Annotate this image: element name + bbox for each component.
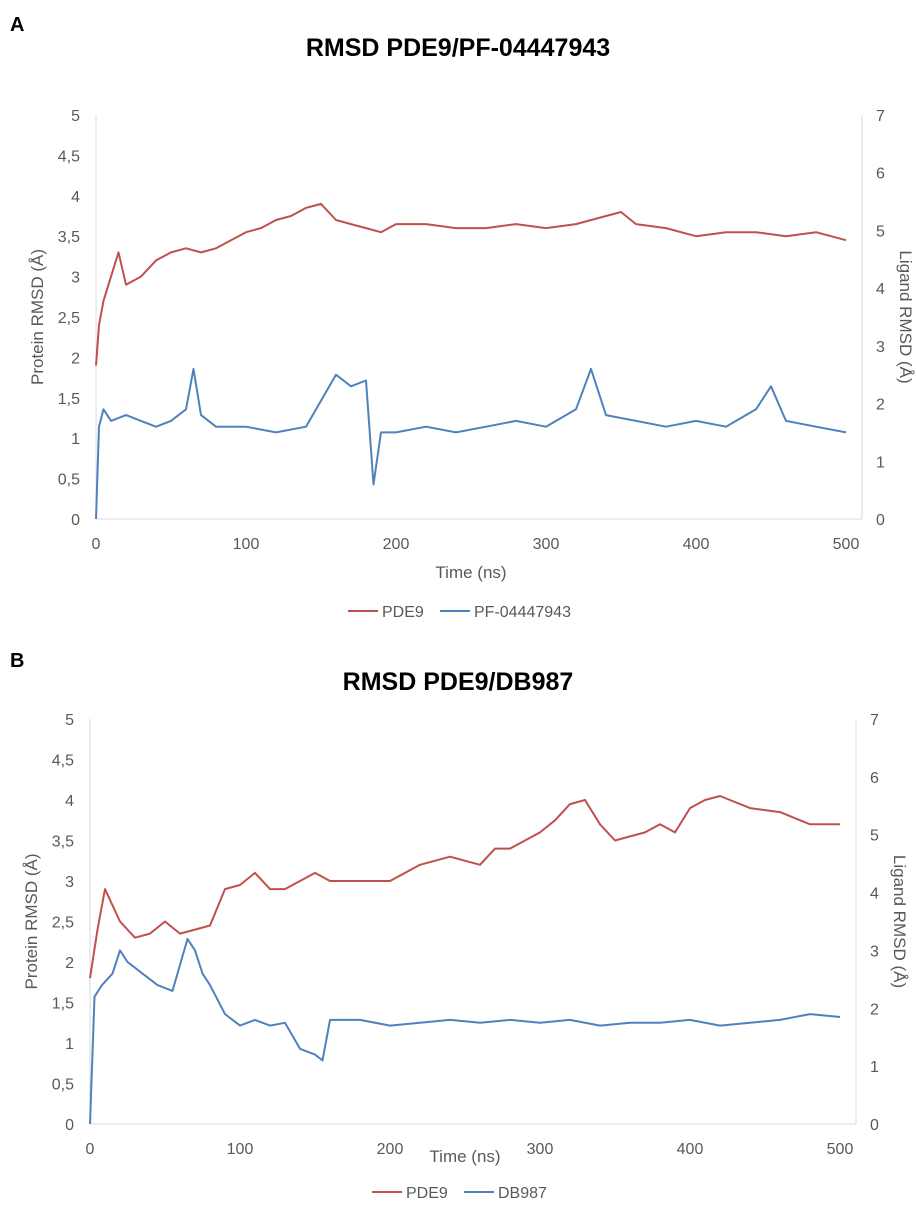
y-right-tick-label: 7 [870, 712, 879, 729]
y-right-axis-title: Ligand RMSD (Å) [890, 855, 909, 988]
y-right-tick-label: 2 [870, 1001, 879, 1018]
series-line-pde9 [89, 795, 840, 979]
y-left-tick-label: 0 [71, 512, 80, 529]
x-tick-label: 0 [86, 1141, 95, 1158]
y-right-tick-label: 7 [876, 108, 885, 125]
y-right-tick-label: 6 [870, 770, 879, 787]
y-left-tick-label: 0,5 [52, 1077, 74, 1094]
panel-letter-b: B [10, 650, 25, 672]
series-line-pde9 [95, 202, 847, 366]
y-left-tick-label: 5 [71, 108, 80, 125]
y-right-tick-label: 0 [870, 1117, 879, 1134]
y-left-axis-title: Protein RMSD (Å) [22, 853, 41, 989]
y-left-tick-label: 4,5 [58, 148, 80, 165]
x-tick-label: 500 [827, 1141, 854, 1158]
series-line-pf-04447943 [95, 367, 847, 520]
chart-a: 0 0,5 1 1,5 2 2,5 3 3,5 4 4,5 5 0 1 2 3 4 5 6 7 0 100 200 300 4… [28, 108, 915, 621]
x-tick-label: 200 [377, 1141, 404, 1158]
y-left-tick-label: 1 [65, 1036, 74, 1053]
x-tick-label: 200 [383, 536, 410, 553]
series-line-db987 [89, 937, 841, 1125]
y-left-tick-label: 4,5 [52, 753, 74, 770]
y-left-tick-label: 1 [71, 431, 80, 448]
y-left-tick-label: 1,5 [52, 996, 74, 1013]
chart-title-a: RMSD PDE9/PF-04447943 [305, 34, 611, 62]
y-right-tick-label: 4 [876, 281, 885, 298]
x-axis-title: Time (ns) [429, 1147, 500, 1166]
y-left-tick-label: 2 [65, 955, 74, 972]
y-right-tick-label: 5 [870, 828, 879, 845]
x-tick-label: 300 [527, 1141, 554, 1158]
x-tick-label: 400 [677, 1141, 704, 1158]
y-left-tick-label: 2,5 [58, 310, 80, 327]
y-left-tick-label: 4 [71, 189, 80, 206]
y-left-tick-label: 3 [65, 874, 74, 891]
legend-label: PDE9 [382, 604, 424, 621]
chart-b: 0 0,5 1 1,5 2 2,5 3 3,5 4 4,5 5 0 1 2 3 4 5 6 7 0 100 200 300 4… [22, 712, 909, 1202]
x-axis-title: Time (ns) [435, 563, 506, 582]
legend-label: PF-04447943 [474, 604, 571, 621]
y-left-tick-label: 2 [71, 350, 80, 367]
y-right-tick-label: 1 [876, 454, 885, 471]
x-tick-label: 300 [533, 536, 560, 553]
y-right-tick-label: 2 [876, 397, 885, 414]
legend-label: DB987 [498, 1185, 547, 1202]
panel-letter-a: A [10, 14, 25, 36]
y-left-tick-label: 0 [65, 1117, 74, 1134]
x-tick-label: 100 [227, 1141, 254, 1158]
y-left-tick-label: 1,5 [58, 391, 80, 408]
x-tick-label: 500 [833, 536, 860, 553]
y-right-axis-title: Ligand RMSD (Å) [896, 250, 915, 383]
y-right-tick-label: 3 [870, 943, 879, 960]
y-right-tick-label: 5 [876, 223, 885, 240]
y-left-tick-label: 4 [65, 793, 74, 810]
y-right-tick-label: 0 [876, 512, 885, 529]
legend-label: PDE9 [406, 1185, 448, 1202]
y-left-tick-label: 3,5 [52, 834, 74, 851]
y-left-tick-label: 0,5 [58, 472, 80, 489]
y-left-tick-label: 5 [65, 712, 74, 729]
x-tick-label: 400 [683, 536, 710, 553]
y-right-tick-label: 1 [870, 1059, 879, 1076]
x-tick-label: 0 [92, 536, 101, 553]
x-tick-label: 100 [233, 536, 260, 553]
y-left-tick-label: 2,5 [52, 915, 74, 932]
y-right-tick-label: 6 [876, 166, 885, 183]
chart-title-b: RMSD PDE9/DB987 [342, 668, 574, 696]
y-left-tick-label: 3,5 [58, 229, 80, 246]
y-left-tick-label: 3 [71, 270, 80, 287]
y-left-axis-title: Protein RMSD (Å) [28, 249, 47, 385]
y-right-tick-label: 4 [870, 886, 879, 903]
y-right-tick-label: 3 [876, 339, 885, 356]
